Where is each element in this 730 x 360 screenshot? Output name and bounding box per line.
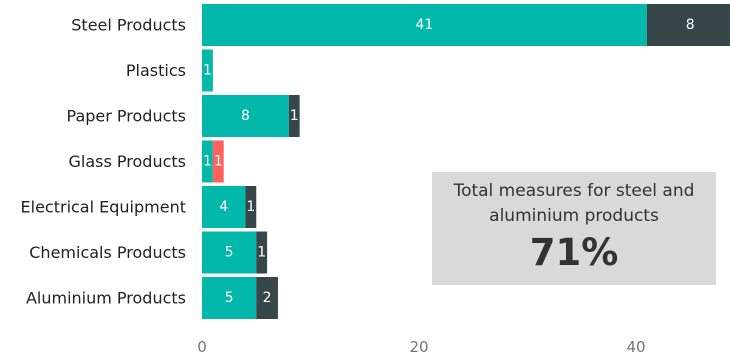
data-labels: 41 818 11 14 15 15 2 bbox=[203, 17, 695, 306]
category-label: Aluminium Products bbox=[26, 289, 186, 308]
bar-segment bbox=[202, 140, 213, 183]
data-label: 8 bbox=[241, 108, 250, 124]
data-label: 2 bbox=[263, 290, 272, 306]
bar-segment bbox=[202, 95, 289, 137]
x-tick-label: 20 bbox=[409, 338, 428, 356]
data-label: 5 bbox=[225, 290, 234, 306]
data-label: 1 bbox=[203, 63, 212, 79]
bar-segments bbox=[202, 4, 730, 319]
data-label: 1 bbox=[257, 245, 266, 261]
bar-segment bbox=[256, 277, 278, 319]
category-label: Chemicals Products bbox=[29, 243, 186, 262]
category-label: Glass Products bbox=[69, 152, 187, 171]
callout-card: Total measures for steel and aluminium p… bbox=[432, 172, 716, 285]
bar-segment bbox=[212, 140, 224, 183]
data-label: 4 bbox=[219, 199, 228, 215]
callout-text: Total measures for steel and aluminium p… bbox=[453, 181, 695, 226]
category-label: Plastics bbox=[126, 61, 186, 80]
x-axis-tick-labels: 0 20 40 bbox=[197, 338, 645, 356]
bar-segment bbox=[202, 277, 257, 319]
data-label: 1 bbox=[203, 154, 212, 170]
data-label: 1 bbox=[290, 108, 299, 124]
category-label: Electrical Equipment bbox=[21, 198, 186, 217]
category-labels: Steel Products Plastics Paper Products Glas… bbox=[21, 16, 186, 308]
bar-segment bbox=[646, 4, 730, 46]
bar-segment bbox=[202, 49, 213, 92]
bar-segment bbox=[202, 231, 257, 274]
bar-segment bbox=[245, 186, 257, 228]
bar-segment bbox=[256, 231, 268, 274]
category-label: Paper Products bbox=[67, 107, 186, 126]
data-label: 1 bbox=[214, 154, 223, 170]
data-label: 1 bbox=[246, 199, 255, 215]
data-label: 41 bbox=[416, 17, 434, 33]
x-tick-label: 0 bbox=[197, 338, 207, 356]
data-label: 8 bbox=[686, 17, 695, 33]
bar-segment bbox=[202, 4, 647, 46]
bar-segment bbox=[202, 186, 246, 228]
callout-value: 71% bbox=[529, 231, 619, 274]
category-label: Steel Products bbox=[71, 16, 186, 35]
bar-segment bbox=[288, 95, 300, 137]
x-tick-label: 40 bbox=[626, 338, 645, 356]
data-label: 5 bbox=[225, 245, 234, 261]
